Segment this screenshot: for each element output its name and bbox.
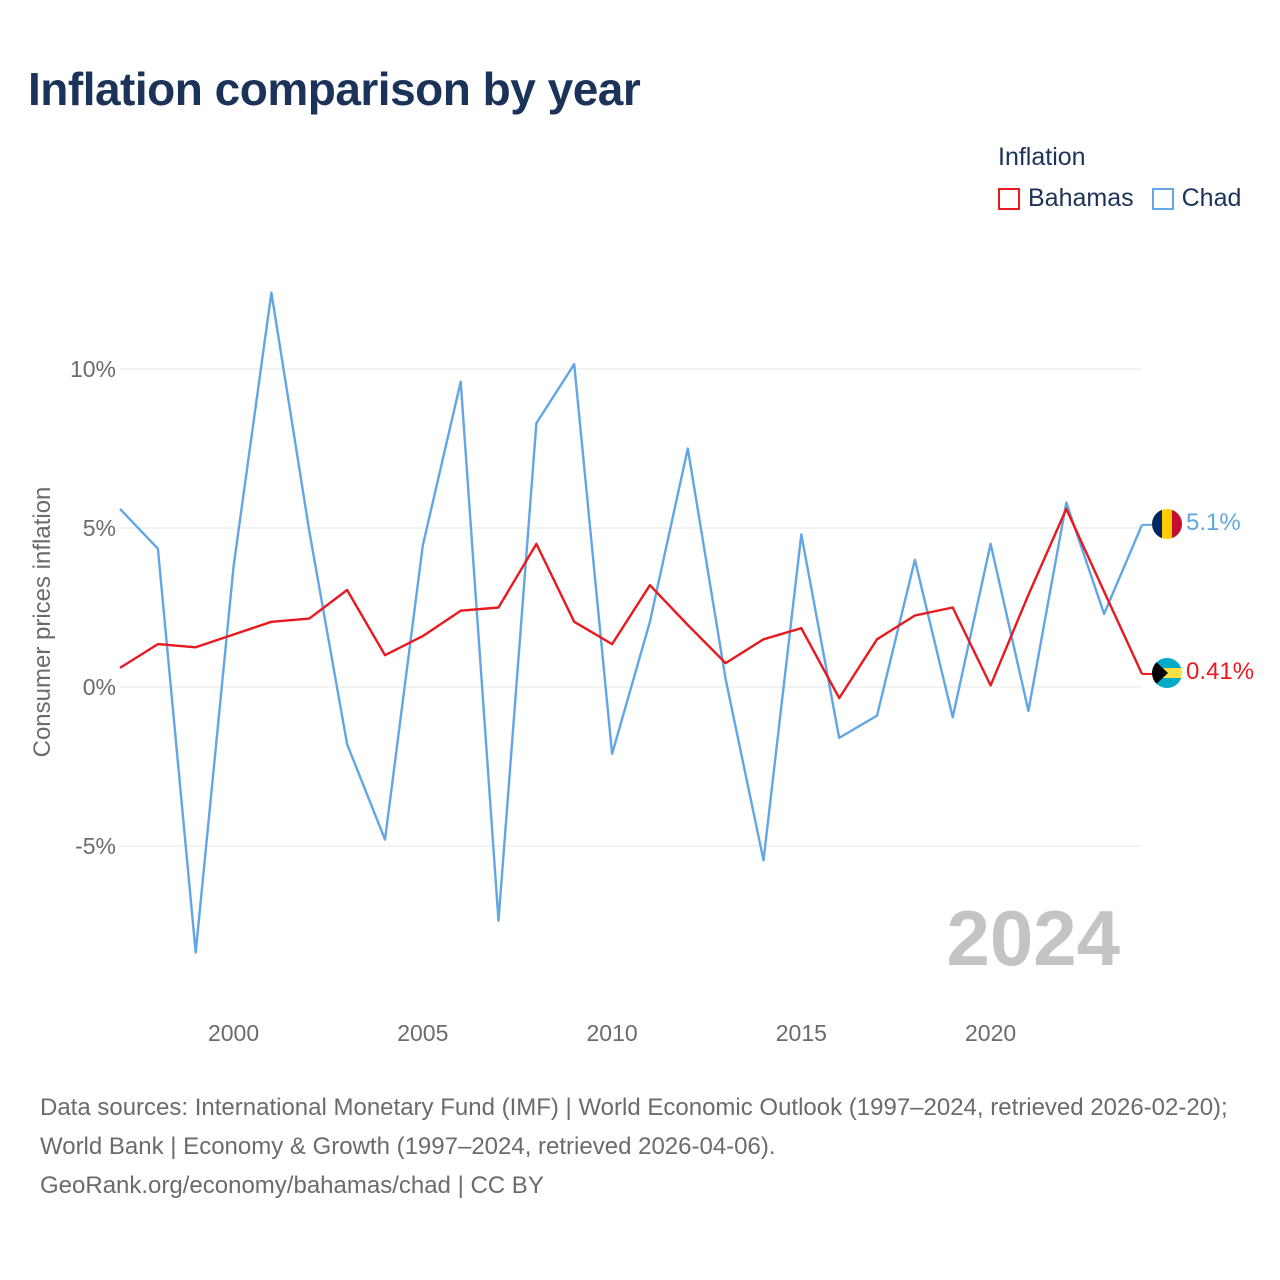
- data-sources: Data sources: International Monetary Fun…: [40, 1094, 1228, 1160]
- footer: Data sources: International Monetary Fun…: [40, 1088, 1250, 1205]
- x-tick-label: 2000: [208, 1020, 259, 1046]
- y-tick-label: 10%: [70, 356, 116, 382]
- chad-end-label: 5.1%: [1186, 509, 1241, 536]
- legend-title: Inflation: [998, 143, 1086, 171]
- y-tick-label: 0%: [83, 674, 116, 700]
- legend-label-chad: Chad: [1181, 184, 1242, 212]
- chart-title: Inflation comparison by year: [28, 63, 641, 115]
- bahamas-flag-icon: [1152, 658, 1182, 688]
- year-watermark: 2024: [946, 894, 1120, 982]
- y-tick-label: 5%: [83, 515, 116, 541]
- x-tick-label: 2015: [776, 1020, 827, 1046]
- line-chart: 10% 5% 0% -5% 2000 2005 2010 2015 2020 Consumer…: [29, 291, 1254, 1046]
- legend-swatch-bahamas: [998, 187, 1020, 210]
- x-tick-label: 2020: [965, 1020, 1016, 1046]
- y-axis-label: Consumer prices inflation: [29, 487, 56, 758]
- credit-link[interactable]: GeoRank.org/economy/bahamas/chad | CC BY: [40, 1172, 544, 1199]
- series-line-chad[interactable]: [119, 291, 1144, 954]
- y-tick-label: -5%: [75, 833, 116, 859]
- chad-flag-icon: [1152, 509, 1182, 539]
- legend-label-bahamas: Bahamas: [1028, 184, 1134, 212]
- series-line-bahamas[interactable]: [119, 507, 1144, 700]
- x-tick-label: 2010: [586, 1020, 637, 1046]
- legend-swatch-chad: [1151, 187, 1174, 210]
- bahamas-end-label: 0.41%: [1186, 658, 1254, 685]
- legend: Bahamas Chad: [998, 184, 1259, 213]
- legend-item-chad[interactable]: Chad: [1151, 184, 1242, 213]
- x-tick-label: 2005: [397, 1020, 448, 1046]
- legend-item-bahamas[interactable]: Bahamas: [998, 184, 1134, 213]
